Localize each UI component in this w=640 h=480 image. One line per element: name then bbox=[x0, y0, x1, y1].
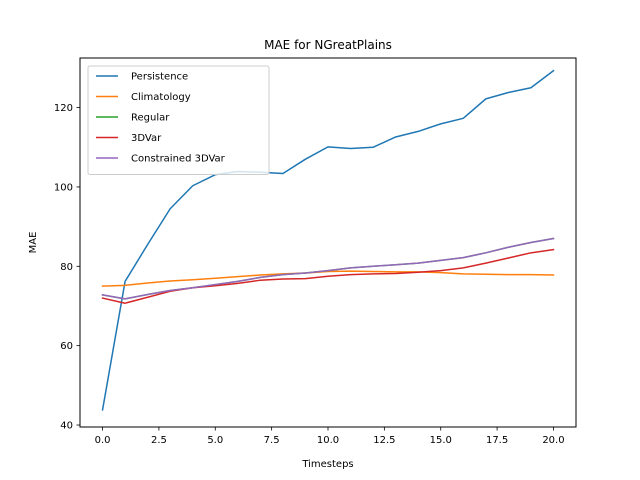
series-line-1 bbox=[101, 270, 555, 287]
chart-title: MAE for NGreatPlains bbox=[264, 38, 392, 52]
x-tick-label: 0.0 bbox=[95, 435, 111, 446]
y-tick-label: 60 bbox=[60, 341, 73, 352]
y-tick-label: 80 bbox=[60, 262, 73, 273]
x-tick-label: 2.5 bbox=[151, 435, 167, 446]
x-axis: 0.0 2.5 5.0 7.5 10.0 12.5 15.0 17.5 20.0 bbox=[95, 427, 565, 446]
x-tick-label: 10.0 bbox=[317, 435, 339, 446]
x-tick-label: 12.5 bbox=[373, 435, 395, 446]
legend-label-0: Persistence bbox=[131, 72, 188, 83]
x-tick-label: 17.5 bbox=[486, 435, 508, 446]
legend-label-2: Regular bbox=[131, 113, 170, 124]
x-tick-label: 7.5 bbox=[264, 435, 280, 446]
y-tick-label: 40 bbox=[60, 421, 73, 432]
legend-box bbox=[87, 65, 270, 175]
y-tick-label: 100 bbox=[54, 182, 73, 193]
y-axis: 40 60 80 100 120 bbox=[54, 103, 80, 432]
series-layer bbox=[101, 69, 555, 411]
x-tick-label: 15.0 bbox=[430, 435, 452, 446]
x-tick-label: 20.0 bbox=[542, 435, 564, 446]
series-line-0 bbox=[101, 69, 555, 411]
legend: Persistence Climatology Regular 3DVar Constr… bbox=[87, 65, 270, 175]
series-line-4 bbox=[101, 237, 555, 300]
y-tick-label: 120 bbox=[54, 103, 73, 114]
x-axis-label: Timesteps bbox=[301, 459, 353, 470]
y-axis-label: MAE bbox=[28, 232, 39, 254]
legend-label-1: Climatology bbox=[131, 92, 191, 103]
legend-label-4: Constrained 3DVar bbox=[131, 154, 226, 165]
x-tick-label: 5.0 bbox=[207, 435, 223, 446]
legend-label-3: 3DVar bbox=[131, 133, 162, 144]
